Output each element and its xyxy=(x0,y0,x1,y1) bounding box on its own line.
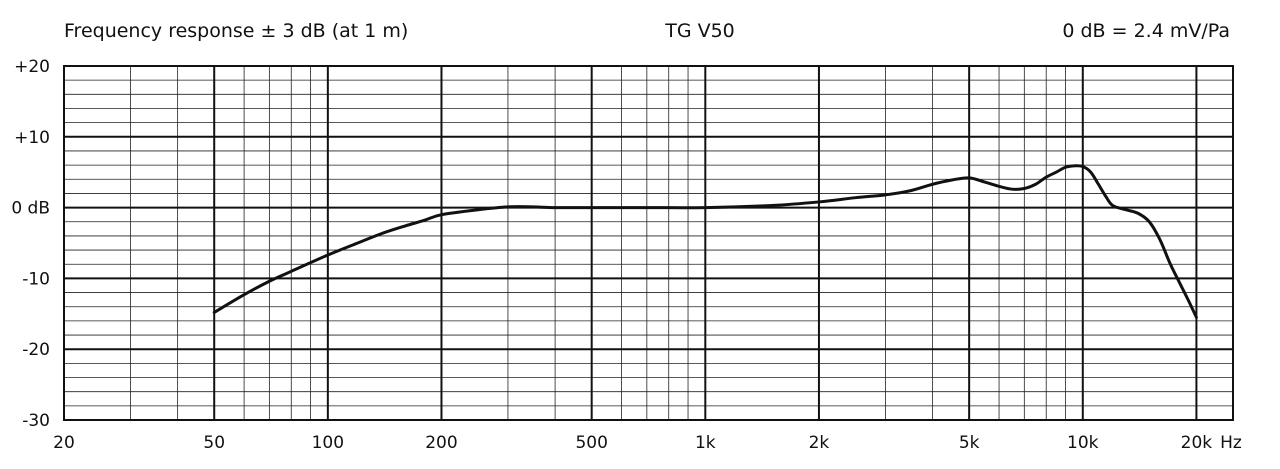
x-tick-label: 500 xyxy=(575,433,607,453)
x-unit-label: Hz xyxy=(1220,433,1242,453)
y-tick-label: -20 xyxy=(22,340,50,360)
y-tick-label: +20 xyxy=(14,57,50,77)
x-tick-label: 10k xyxy=(1067,433,1099,453)
minor-grid xyxy=(63,65,1233,421)
x-tick-label: 20 xyxy=(53,433,75,453)
x-tick-label: 50 xyxy=(203,433,225,453)
chart-title: TG V50 xyxy=(665,20,735,42)
plot-frame xyxy=(63,65,1234,421)
y-tick-label: -30 xyxy=(22,411,50,431)
major-grid xyxy=(63,65,1234,421)
y-tick-label: -10 xyxy=(22,269,50,289)
chart-header-right: 0 dB = 2.4 mV/Pa xyxy=(1062,20,1230,42)
y-tick-label: 0 dB xyxy=(11,199,50,219)
series-group xyxy=(212,164,1198,319)
y-tick-label: +10 xyxy=(14,128,50,148)
chart-header-left: Frequency response ± 3 dB (at 1 m) xyxy=(64,20,409,42)
frequency-response-line xyxy=(212,164,1198,319)
y-axis-labels: +20 +10 0 dB -10 -20 -30 xyxy=(11,57,50,431)
x-tick-label: 200 xyxy=(425,433,457,453)
x-tick-label: 100 xyxy=(312,433,344,453)
x-axis-labels: 20 50 100 200 500 1k 2k 5k 10k 20k Hz xyxy=(53,433,1242,453)
x-tick-label: 1k xyxy=(695,433,716,453)
x-tick-label: 5k xyxy=(959,433,980,453)
x-tick-label: 20k xyxy=(1181,433,1213,453)
x-tick-label: 2k xyxy=(809,433,830,453)
